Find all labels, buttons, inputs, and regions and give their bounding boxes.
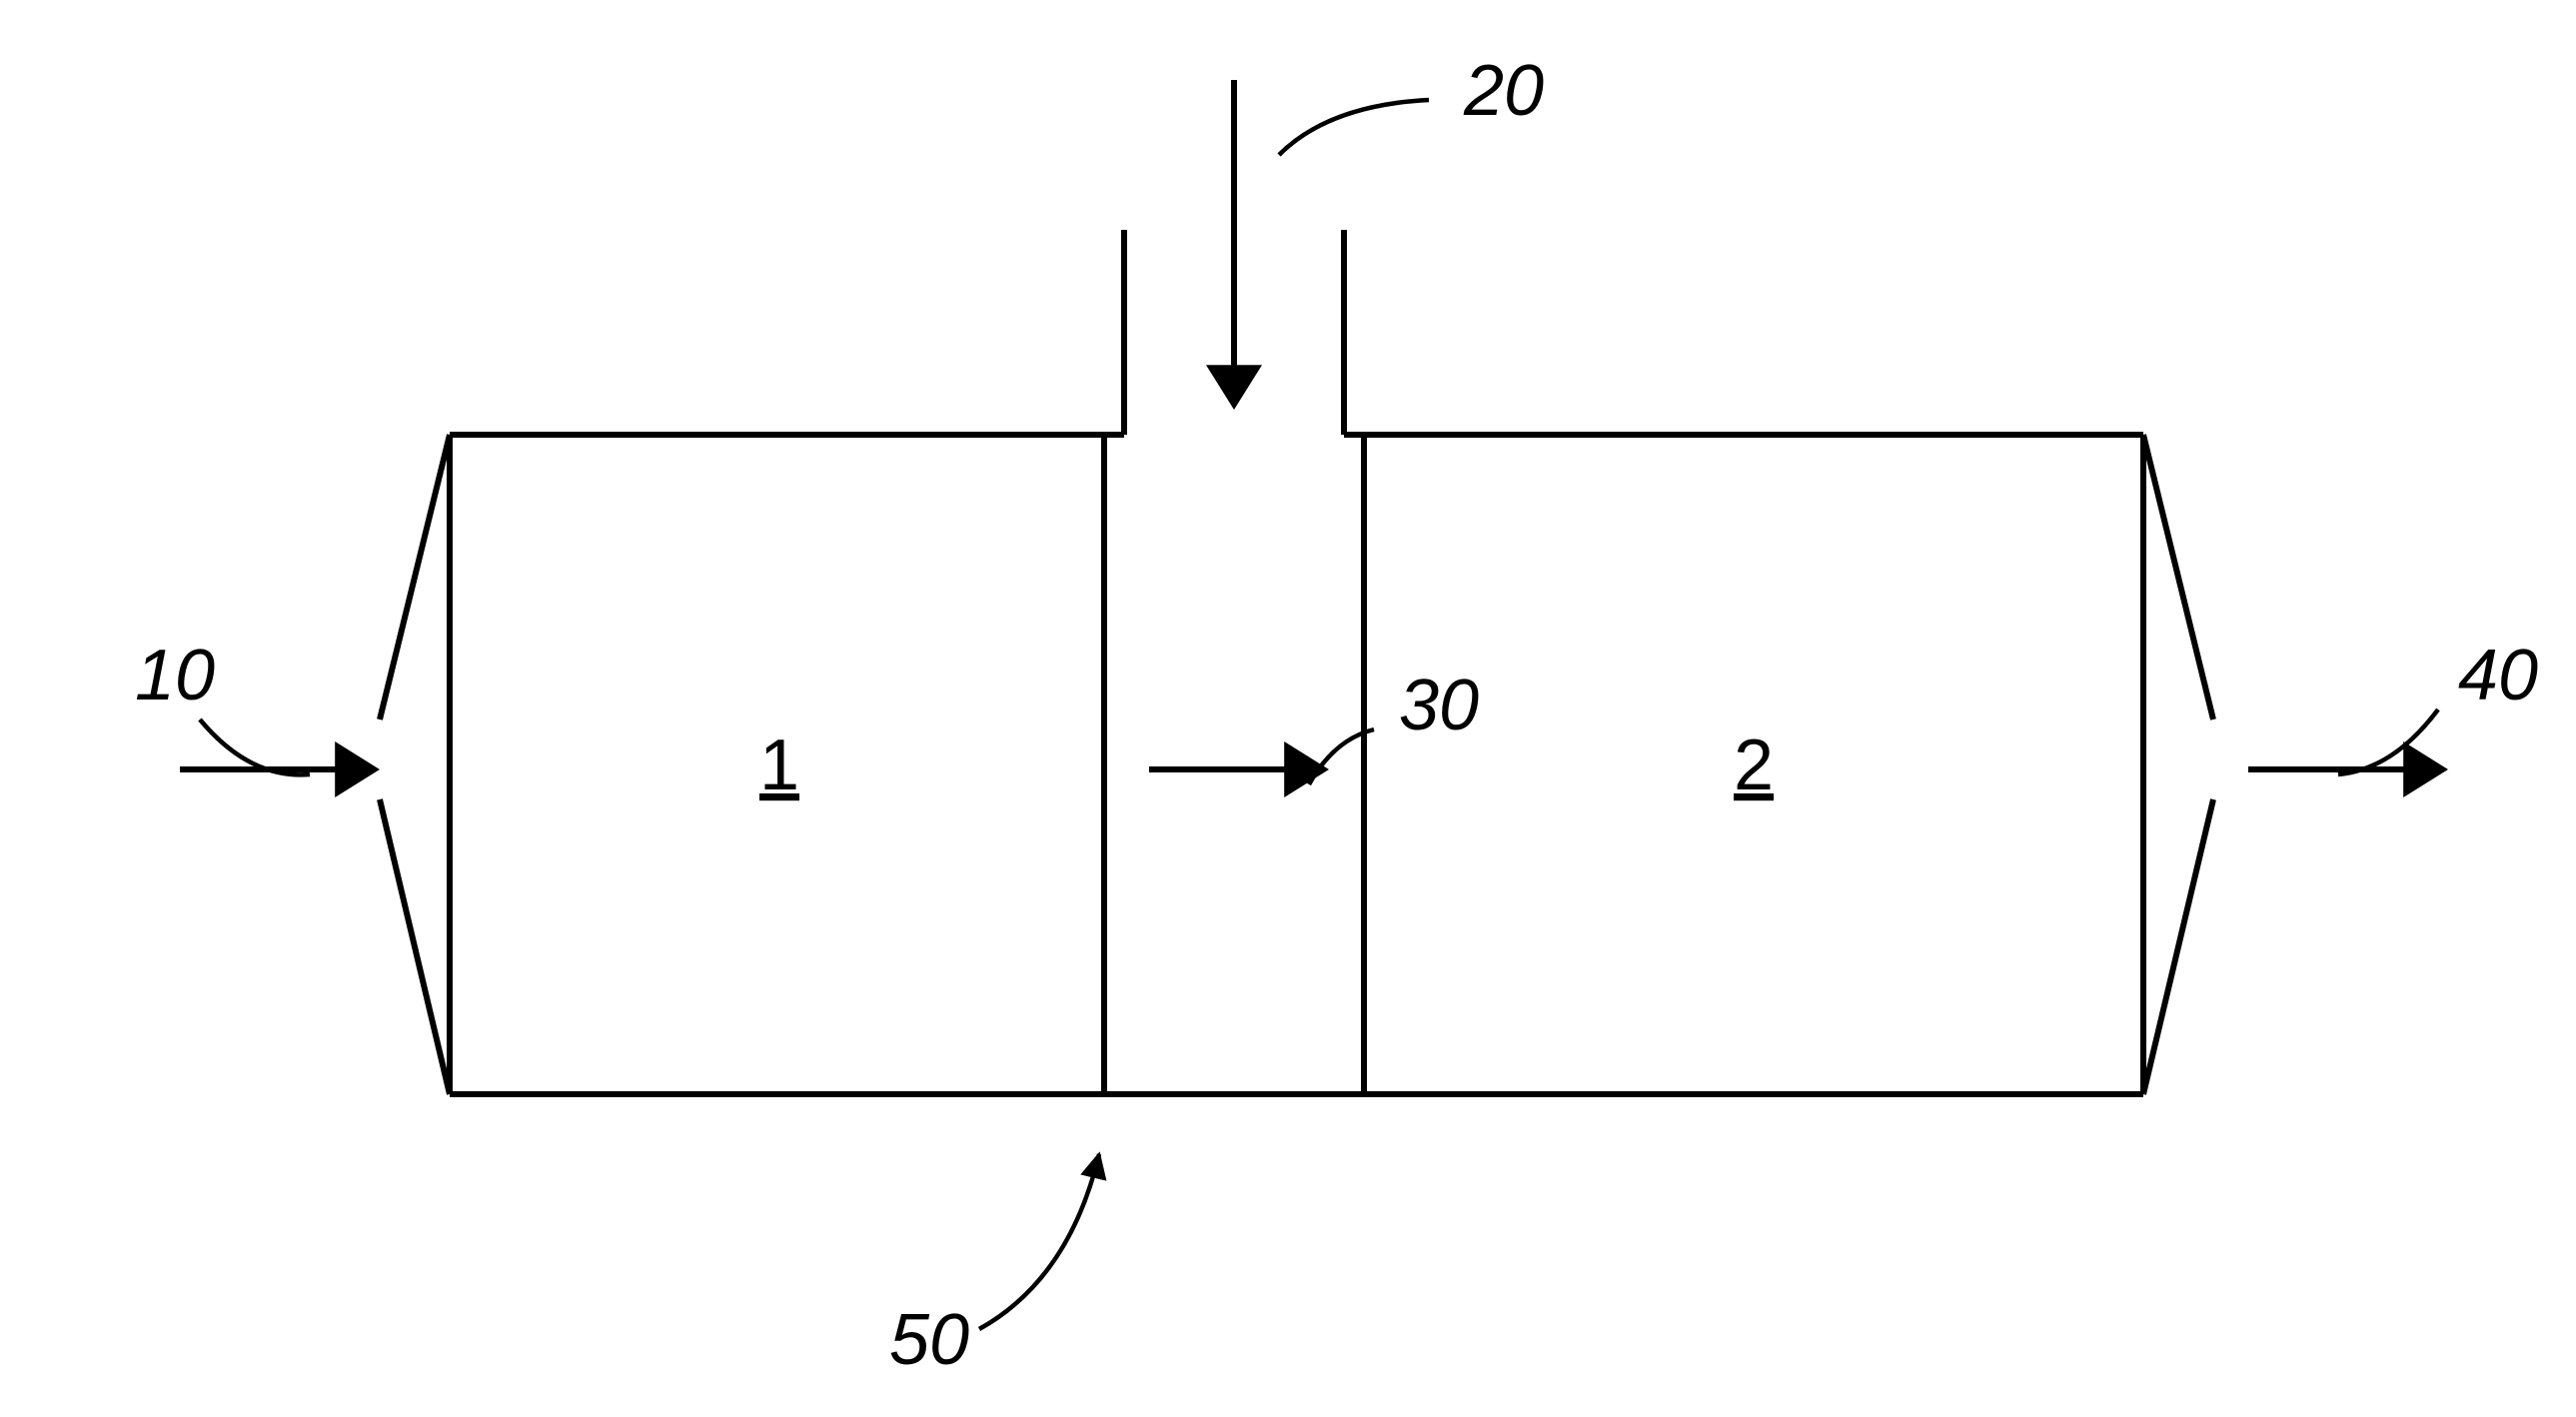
cone-out-lower (2143, 799, 2213, 1094)
arrow-40-head (2403, 741, 2448, 797)
label-40: 40 (2458, 636, 2538, 715)
label-50: 50 (889, 1300, 969, 1380)
label-30: 30 (1399, 666, 1479, 745)
block-label-2: 2 (1734, 725, 1774, 805)
arrow-30-head (1284, 741, 1329, 797)
cone-in-upper (380, 435, 450, 719)
block-label-1: 1 (759, 725, 799, 805)
label-10: 10 (135, 636, 215, 715)
patent-diagram: 10 20 30 40 50 1 2 (0, 0, 2576, 1417)
label-20: 20 (1463, 51, 1544, 131)
leader-c20 (1279, 100, 1429, 155)
arrow-10-head (335, 741, 380, 797)
cone-out-upper (2143, 435, 2213, 719)
cone-in-lower (380, 799, 450, 1094)
arrow-20-head (1206, 365, 1262, 410)
leader-c50 (979, 1154, 1099, 1329)
